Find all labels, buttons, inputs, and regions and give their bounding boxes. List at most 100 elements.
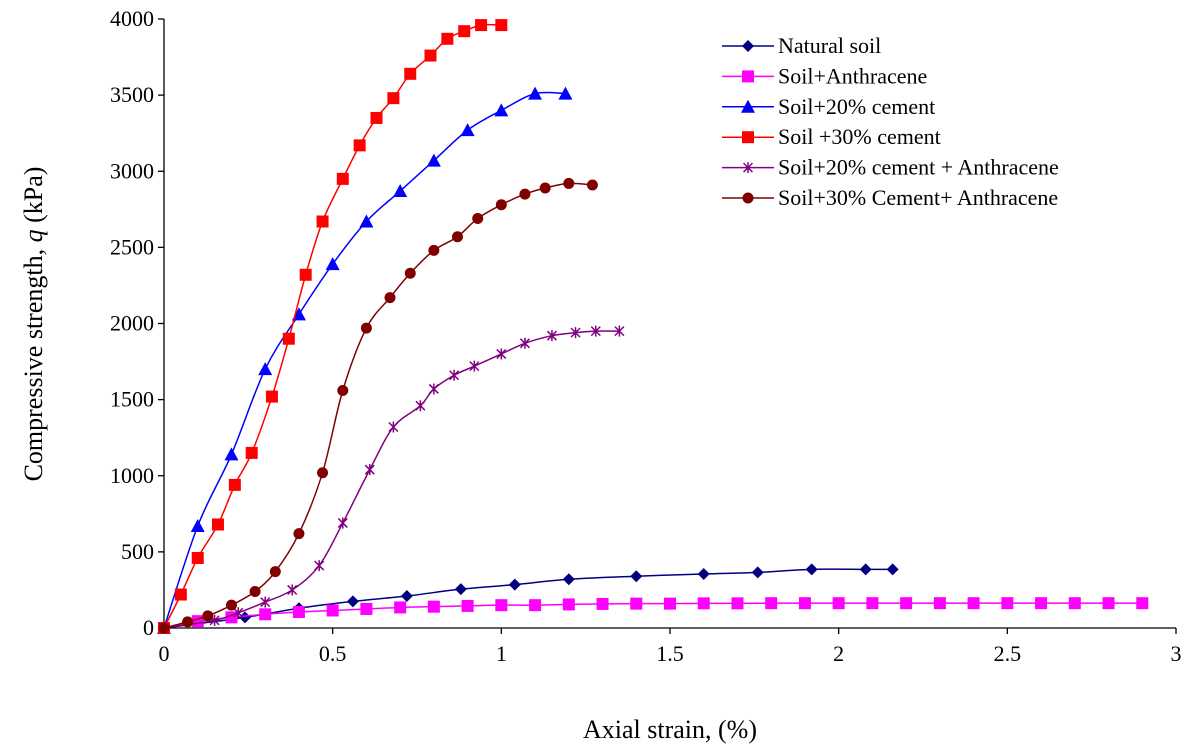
data-point	[394, 601, 407, 614]
data-point	[460, 123, 475, 137]
data-point	[317, 467, 329, 479]
data-point	[664, 597, 676, 610]
data-point	[424, 49, 437, 62]
data-point	[426, 153, 441, 167]
data-point	[282, 332, 295, 345]
legend-entry: Soil+Anthracene	[722, 63, 927, 88]
data-point	[337, 517, 348, 529]
data-point	[259, 608, 272, 621]
y-axis-title-part: Compressive strength,	[19, 242, 48, 481]
data-point	[933, 597, 946, 610]
data-point	[596, 597, 609, 610]
data-point	[393, 184, 408, 198]
data-point	[461, 599, 474, 612]
data-point	[697, 567, 710, 580]
data-point	[1102, 597, 1115, 610]
data-point	[495, 19, 508, 32]
data-point	[832, 597, 845, 610]
data-point	[458, 25, 471, 38]
x-tick-label: 1	[496, 641, 507, 666]
data-point	[1068, 597, 1081, 610]
data-point	[590, 325, 601, 337]
x-tick-label: 1.5	[656, 641, 684, 666]
data-point	[191, 615, 204, 628]
data-point	[287, 584, 298, 596]
data-point	[337, 384, 349, 396]
series-soil-30-cement-anthracene	[158, 177, 598, 634]
axes: 0 500 1000 1500 2000 2500 3000 3500 4000 0 0.5 1 1.5…	[110, 6, 1182, 666]
data-point	[384, 292, 396, 304]
data-point	[742, 40, 754, 52]
data-point	[529, 599, 542, 612]
legend-label: Soil +30% cement	[778, 124, 941, 149]
data-point	[495, 599, 508, 612]
data-point	[798, 597, 811, 610]
data-point	[388, 421, 399, 433]
data-point	[326, 604, 339, 617]
data-point	[225, 599, 237, 611]
data-point	[299, 268, 312, 281]
data-point	[558, 86, 573, 100]
data-point	[614, 325, 625, 337]
data-point	[325, 257, 340, 271]
data-point	[546, 330, 557, 342]
x-tick-label: 0	[159, 641, 170, 666]
data-point	[519, 188, 531, 200]
data-point	[404, 67, 417, 80]
data-point	[449, 369, 460, 381]
x-tick-label: 2.5	[994, 641, 1022, 666]
data-point	[563, 177, 575, 189]
data-point	[291, 307, 306, 321]
legend-label: Soil+20% cement + Anthracene	[778, 155, 1059, 180]
data-point	[174, 588, 187, 601]
data-point	[742, 192, 754, 204]
data-point	[427, 600, 440, 613]
data-point	[428, 383, 439, 395]
data-point	[182, 616, 194, 628]
data-point	[741, 99, 755, 113]
legend-entry: Soil+30% Cement+ Anthracene	[722, 185, 1058, 210]
data-point	[900, 597, 913, 610]
data-point	[346, 595, 359, 608]
data-point	[364, 464, 375, 476]
data-point	[475, 19, 488, 32]
data-point	[211, 518, 224, 531]
data-point	[967, 597, 980, 610]
legend-label: Natural soil	[778, 33, 881, 58]
data-point	[1136, 597, 1149, 610]
data-point	[508, 578, 521, 591]
y-axis-title: Compressive strength, q (kPa)	[19, 167, 48, 482]
data-point	[228, 478, 241, 491]
legend-entry: Soil +30% cement	[722, 124, 941, 149]
data-point	[1035, 597, 1048, 610]
data-point	[353, 139, 366, 152]
data-point	[233, 607, 244, 619]
data-point	[158, 622, 170, 634]
y-tick-label: 3500	[110, 82, 154, 107]
data-point	[539, 182, 551, 194]
data-point	[742, 131, 754, 144]
data-point	[404, 267, 416, 279]
data-point	[742, 162, 754, 174]
legend: Natural soil Soil+Anthracene Soil+20% ceme…	[722, 33, 1059, 210]
y-tick-label: 1000	[110, 463, 154, 488]
y-axis-title-part: q	[19, 229, 48, 242]
data-point	[316, 215, 329, 228]
y-tick-label: 2500	[110, 234, 154, 259]
data-point	[360, 322, 372, 334]
legend-entry: Natural soil	[722, 33, 881, 58]
y-tick-label: 4000	[110, 6, 154, 31]
data-point	[630, 570, 643, 583]
data-point	[751, 566, 764, 579]
data-point	[562, 598, 575, 611]
data-point	[1001, 597, 1014, 610]
data-point	[528, 86, 543, 100]
data-point	[805, 563, 818, 576]
data-point	[360, 602, 373, 615]
series-line	[163, 91, 566, 629]
x-tick-label: 2	[833, 641, 844, 666]
data-point	[265, 390, 278, 403]
data-point	[258, 362, 273, 376]
data-point	[293, 528, 305, 540]
